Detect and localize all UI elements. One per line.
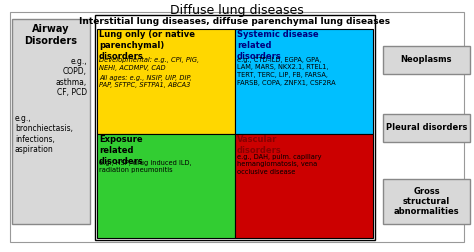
Text: Vascular
disorders: Vascular disorders [237, 135, 282, 154]
FancyBboxPatch shape [383, 46, 470, 74]
Text: Diffuse lung diseases: Diffuse lung diseases [170, 4, 304, 17]
Text: Developmental: e.g., CPI, PIG,
NEHI, ACDMPV, CAD: Developmental: e.g., CPI, PIG, NEHI, ACD… [99, 57, 199, 71]
FancyBboxPatch shape [97, 134, 235, 238]
FancyBboxPatch shape [12, 19, 90, 224]
Text: Interstitial lung diseases, diffuse parenchymal lung diseases: Interstitial lung diseases, diffuse pare… [80, 17, 391, 26]
Text: e.g.,
COPD,
asthma,
CF, PCD: e.g., COPD, asthma, CF, PCD [56, 57, 87, 97]
FancyBboxPatch shape [383, 114, 470, 142]
FancyBboxPatch shape [95, 15, 375, 240]
Text: e.g., DAH, pulm. capillary
hemangiomatosis, vena
occlusive disease: e.g., DAH, pulm. capillary hemangiomatos… [237, 153, 321, 174]
Text: Exposure
related
disorders: Exposure related disorders [99, 135, 144, 166]
Text: Systemic disease
related
disorders: Systemic disease related disorders [237, 30, 319, 61]
Text: Gross
structural
abnormalities: Gross structural abnormalities [394, 186, 459, 216]
FancyBboxPatch shape [383, 179, 470, 224]
FancyBboxPatch shape [97, 29, 235, 134]
FancyBboxPatch shape [235, 134, 373, 238]
Text: Airway
Disorders: Airway Disorders [25, 24, 78, 46]
Text: Lung only (or native
parenchymal)
disorders: Lung only (or native parenchymal) disord… [99, 30, 195, 61]
Text: e.g., CTD-ILD, EGPA, GPA,
LAM, MARS, NKX2.1, RTEL1,
TERT, TERC, LIP, FB, FARSA,
: e.g., CTD-ILD, EGPA, GPA, LAM, MARS, NKX… [237, 57, 336, 85]
Text: All ages: e.g., NSIP, UIP, DIP,
PAP, SFTPC, SFTPA1, ABCA3: All ages: e.g., NSIP, UIP, DIP, PAP, SFT… [99, 75, 192, 88]
Text: Pleural disorders: Pleural disorders [386, 123, 467, 133]
FancyBboxPatch shape [235, 29, 373, 134]
FancyBboxPatch shape [10, 12, 464, 242]
Text: e.g., HSP, drug induced ILD,
radiation pneumonitis: e.g., HSP, drug induced ILD, radiation p… [99, 160, 191, 173]
Text: e.g.,
bronchiectasis,
infections,
aspiration: e.g., bronchiectasis, infections, aspira… [15, 114, 73, 154]
Text: Neoplasms: Neoplasms [401, 55, 452, 65]
